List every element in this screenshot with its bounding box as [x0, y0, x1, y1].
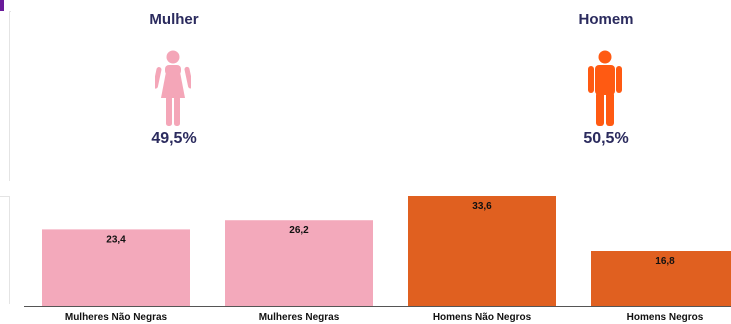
- side-border: [9, 11, 10, 181]
- side-border: [0, 196, 9, 197]
- bar-value-label: 16,8: [655, 256, 675, 267]
- gender-homem: Homem: [546, 11, 666, 28]
- woman-icon: [155, 50, 191, 126]
- bar-value-label: 23,4: [106, 234, 126, 245]
- gender-title: Mulher: [149, 11, 199, 28]
- corner-accent: [0, 0, 4, 11]
- category-label: Mulheres Não Negras: [65, 312, 168, 323]
- side-border: [9, 196, 10, 304]
- percent-mulher: 49,5%: [151, 130, 197, 147]
- bar-3: [408, 196, 556, 306]
- bar-value-label: 26,2: [289, 225, 309, 236]
- bar-1: [42, 229, 190, 306]
- category-label: Mulheres Negras: [259, 312, 340, 323]
- category-label: Homens Não Negros: [433, 312, 532, 323]
- category-label: Homens Negros: [627, 312, 704, 323]
- gender-mulher: Mulher: [114, 11, 234, 28]
- percent-homem: 50,5%: [583, 130, 629, 147]
- bar-value-label: 33,6: [472, 201, 492, 212]
- bar-2: [225, 220, 373, 306]
- bar-4: [591, 251, 731, 306]
- man-icon: [588, 50, 622, 126]
- side-border: [9, 11, 11, 12]
- gender-title: Homem: [578, 11, 634, 28]
